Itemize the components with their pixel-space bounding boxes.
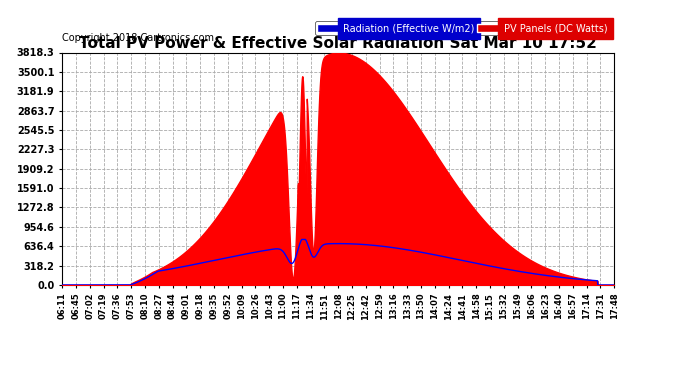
Legend: Radiation (Effective W/m2), PV Panels (DC Watts): Radiation (Effective W/m2), PV Panels (D… xyxy=(315,21,609,35)
Title: Total PV Power & Effective Solar Radiation Sat Mar 10 17:52: Total PV Power & Effective Solar Radiati… xyxy=(79,36,597,51)
Text: Copyright 2018 Cartronics.com: Copyright 2018 Cartronics.com xyxy=(62,33,214,43)
